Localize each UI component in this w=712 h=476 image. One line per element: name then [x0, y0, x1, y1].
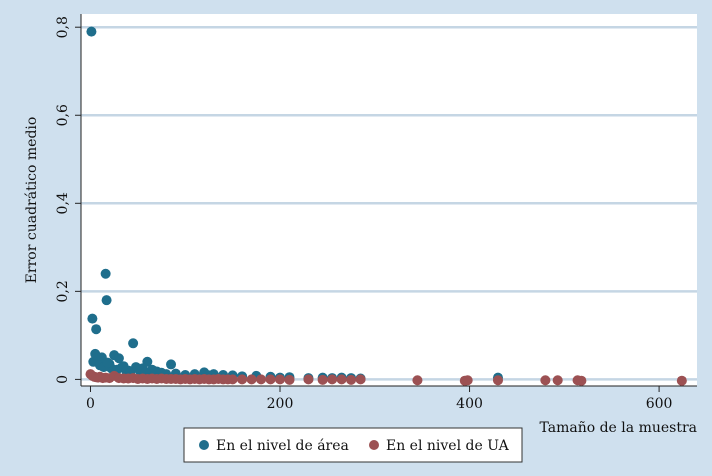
point-ua	[317, 374, 328, 385]
x-tick-label: 0	[86, 396, 95, 412]
point-area	[113, 353, 124, 364]
point-ua	[246, 374, 257, 385]
legend-marker-area	[199, 440, 209, 450]
point-ua	[492, 375, 503, 386]
point-ua	[336, 374, 347, 385]
x-tick-label: 600	[646, 396, 673, 412]
point-area	[102, 357, 113, 368]
data-points	[85, 26, 687, 386]
point-ua	[284, 374, 295, 385]
y-axis-title: Error cuadrático medio	[24, 117, 40, 284]
point-area	[86, 26, 97, 37]
point-ua	[327, 374, 338, 385]
y-tick-label: 0,4	[55, 192, 71, 214]
x-tick-label: 400	[456, 396, 483, 412]
y-tick-label: 0,8	[55, 16, 71, 38]
legend-marker-ua	[369, 440, 379, 450]
point-ua	[576, 375, 587, 386]
legend: En el nivel de área En el nivel de UA	[183, 427, 523, 463]
legend-box	[183, 427, 523, 463]
series-ua	[85, 369, 687, 386]
point-ua	[355, 374, 366, 385]
point-area	[100, 268, 111, 279]
point-area	[101, 295, 112, 306]
y-axis: 0 0,2 0,4 0,6 0,8	[55, 14, 82, 386]
point-ua	[275, 374, 286, 385]
point-area	[166, 359, 177, 370]
y-tick-label: 0,2	[55, 280, 71, 302]
point-ua	[552, 375, 563, 386]
point-ua	[227, 374, 238, 385]
x-tick-label: 200	[267, 396, 294, 412]
point-ua	[346, 374, 357, 385]
legend-label-ua: En el nivel de UA	[386, 438, 510, 454]
plot-area	[81, 14, 697, 386]
point-ua	[265, 374, 276, 385]
legend-label-area: En el nivel de área	[216, 438, 349, 454]
point-ua	[237, 374, 248, 385]
point-area	[128, 338, 139, 349]
x-axis: 0 200 400 600	[81, 385, 697, 412]
point-ua	[412, 375, 423, 386]
point-ua	[303, 374, 314, 385]
point-ua	[462, 375, 473, 386]
y-tick-label: 0,6	[55, 104, 71, 126]
point-ua	[676, 375, 687, 386]
y-tick-label: 0	[55, 375, 71, 384]
point-ua	[540, 375, 551, 386]
point-ua	[256, 374, 267, 385]
point-area	[91, 324, 102, 335]
x-axis-title: Tamaño de la muestra	[539, 420, 697, 436]
point-area	[87, 313, 98, 324]
